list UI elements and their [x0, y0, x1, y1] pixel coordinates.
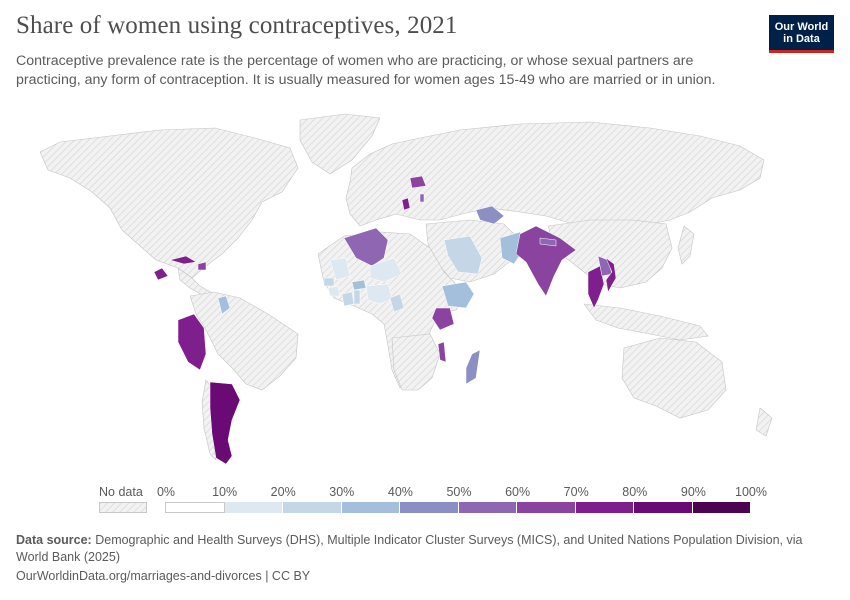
license-link[interactable]: CC BY [271, 569, 311, 583]
china-east-asia[interactable] [547, 219, 673, 289]
legend-bin-0[interactable] [165, 502, 225, 513]
country-algeria[interactable] [343, 227, 389, 267]
legend-tick: 60% [505, 485, 531, 499]
legend-bin-4[interactable] [400, 502, 459, 513]
southern-africa[interactable] [391, 333, 441, 391]
south-america-north[interactable] [189, 291, 299, 391]
legend-tick: 70% [563, 485, 589, 499]
country-cuba[interactable] [169, 255, 197, 265]
country-malawi[interactable] [437, 341, 447, 363]
australia[interactable] [621, 337, 727, 419]
country-nigeria[interactable] [365, 283, 393, 305]
country-uzbekistan[interactable] [475, 205, 505, 225]
legend-bin-5[interactable] [458, 502, 517, 513]
data-source-label: Data source: [16, 533, 92, 547]
legend-tick: 40% [387, 485, 413, 499]
new-zealand[interactable] [755, 407, 773, 437]
country-serbia[interactable] [401, 197, 411, 211]
data-source-text: Demographic and Health Surveys (DHS), Mu… [16, 533, 803, 564]
country-ghana[interactable] [353, 289, 361, 305]
legend-bin-2[interactable] [283, 502, 342, 513]
legend-bin-3[interactable] [341, 502, 400, 513]
legend-tick: 50% [446, 485, 472, 499]
southeast-asia-islands[interactable] [583, 303, 709, 341]
source-url[interactable]: OurWorldinData.org/marriages-and-divorce… [16, 569, 262, 583]
countries-with-data [153, 175, 617, 465]
greenland[interactable] [299, 113, 381, 175]
country-peru[interactable] [177, 313, 207, 371]
no-data-regions [39, 113, 773, 461]
world-map [39, 113, 773, 465]
legend-tick: 10% [212, 485, 238, 499]
country-argentina[interactable] [209, 381, 241, 465]
country-honduras[interactable] [153, 267, 169, 281]
country-ethiopia[interactable] [441, 281, 475, 309]
country-mauritania[interactable] [329, 257, 351, 281]
country-cameroon[interactable] [389, 293, 405, 313]
country-niger[interactable] [369, 257, 403, 283]
no-data-swatch [99, 502, 147, 513]
legend-tick: 20% [270, 485, 296, 499]
owid-logo[interactable]: Our World in Data [769, 15, 834, 53]
footer: OurWorldinData.org/marriages-and-divorce… [16, 569, 310, 583]
country-dominican-republic[interactable] [197, 261, 207, 271]
north-america[interactable] [39, 127, 299, 279]
no-data-label: No data [99, 485, 143, 499]
legend-bin-8[interactable] [634, 502, 693, 513]
legend-bin-6[interactable] [517, 502, 576, 513]
country-moldova[interactable] [419, 193, 425, 203]
legend-bin-9[interactable] [692, 502, 751, 513]
country-senegal[interactable] [323, 277, 335, 287]
japan[interactable] [677, 225, 695, 265]
country-burkina-faso[interactable] [351, 279, 367, 291]
country-india[interactable] [515, 225, 577, 297]
country-guinea[interactable] [327, 285, 341, 297]
legend-tick: 90% [680, 485, 706, 499]
country-vietnam[interactable] [605, 257, 617, 293]
logo-accent-bar [769, 50, 834, 53]
country-cote-divoire[interactable] [341, 291, 355, 307]
country-guyana[interactable] [217, 295, 231, 315]
legend-tick: 30% [329, 485, 355, 499]
chart-title: Share of women using contraceptives, 202… [16, 12, 458, 39]
legend-bin-7[interactable] [575, 502, 634, 513]
country-belarus[interactable] [409, 175, 427, 189]
logo-line-2: in Data [783, 33, 820, 45]
legend-tick: 0% [156, 485, 176, 499]
legend-ticks: 0% 10% 20% 30% 40% 50% 60% 70% 80% 90% 1… [0, 485, 850, 501]
country-nepal[interactable] [539, 237, 557, 247]
footer-separator: | [265, 569, 272, 583]
country-saudi-arabia[interactable] [443, 235, 483, 275]
country-kenya[interactable] [431, 307, 455, 331]
logo-line-1: Our World [774, 21, 829, 33]
data-source: Data source: Demographic and Health Surv… [16, 532, 816, 565]
europe-and-russia[interactable] [345, 121, 765, 233]
color-legend: No data 0% 10% 20% 30% 40% 50% 60% 70% 8… [0, 480, 850, 520]
legend-bin-1[interactable] [224, 502, 283, 513]
legend-tick: 100% [735, 485, 767, 499]
legend-tick: 80% [622, 485, 648, 499]
legend-color-bins [165, 502, 751, 513]
chart-subtitle: Contraceptive prevalence rate is the per… [16, 53, 716, 88]
country-madagascar[interactable] [465, 349, 481, 385]
